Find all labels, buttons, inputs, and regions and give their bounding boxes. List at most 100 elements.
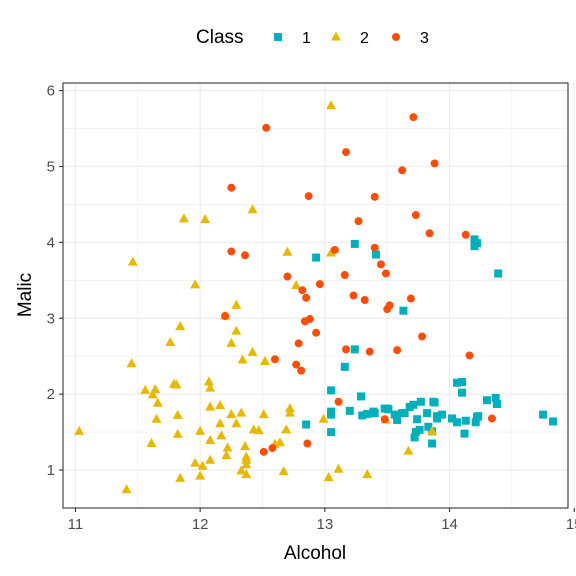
data-point-class-3	[315, 280, 324, 289]
data-point-class-3	[393, 346, 402, 355]
legend-key-class-1	[274, 33, 282, 41]
data-point-class-2	[175, 472, 186, 482]
data-point-class-2	[231, 299, 242, 309]
data-point-class-2	[403, 445, 414, 455]
data-point-class-2	[178, 213, 189, 223]
data-point-class-3	[305, 315, 314, 324]
data-point-class-1	[371, 250, 380, 259]
data-point-class-1	[458, 388, 467, 397]
y-tick-label: 3	[47, 310, 55, 327]
data-point-class-1	[327, 428, 336, 437]
data-point-class-1	[409, 400, 418, 409]
data-point-class-3	[340, 271, 349, 280]
legend-items: 1 2 3	[274, 30, 429, 47]
data-point-class-1	[390, 410, 399, 419]
data-point-class-2	[205, 454, 216, 464]
data-point-class-1	[491, 393, 500, 402]
data-point-class-3	[303, 439, 312, 448]
data-point-class-2	[172, 428, 183, 438]
data-point-class-1	[350, 239, 359, 248]
data-point-class-2	[121, 484, 132, 494]
legend-key-class-2	[331, 31, 341, 41]
data-point-class-1	[433, 412, 442, 421]
data-point-class-3	[381, 269, 390, 278]
data-point-class-1	[416, 397, 425, 406]
data-point-class-2	[215, 418, 226, 428]
data-point-class-1	[398, 409, 407, 418]
data-point-class-3	[294, 339, 303, 348]
data-point-class-2	[171, 379, 182, 389]
x-axis-title: Alcohol	[284, 543, 346, 564]
data-point-class-3	[365, 347, 374, 356]
data-point-class-1	[340, 362, 349, 371]
data-point-class-2	[241, 469, 252, 479]
data-point-class-3	[297, 366, 306, 375]
data-point-class-2	[291, 280, 302, 290]
data-point-class-2	[318, 413, 329, 423]
data-point-class-2	[247, 346, 258, 356]
data-point-class-3	[221, 311, 230, 320]
x-tick-label: 12	[192, 516, 209, 533]
data-point-class-3	[376, 260, 385, 269]
data-point-class-3	[298, 286, 307, 295]
y-axis-title: Malic	[15, 273, 36, 317]
data-point-class-2	[236, 465, 247, 475]
data-point-class-1	[549, 417, 558, 426]
data-points	[74, 100, 558, 494]
x-tick-label: 11	[68, 516, 84, 533]
data-point-class-2	[126, 358, 137, 368]
data-point-class-1	[393, 415, 402, 424]
data-point-class-2	[197, 460, 208, 470]
data-point-class-3	[342, 148, 351, 157]
plot-border	[62, 82, 569, 509]
data-point-class-1	[482, 396, 491, 405]
data-point-class-2	[74, 425, 85, 435]
data-point-class-2	[203, 376, 214, 386]
data-point-class-3	[262, 123, 271, 132]
data-point-class-1	[350, 345, 359, 354]
data-point-class-3	[487, 414, 496, 423]
data-point-class-1	[461, 416, 470, 425]
data-point-class-1	[384, 405, 393, 414]
data-point-class-3	[304, 192, 313, 201]
data-point-class-1	[410, 433, 419, 442]
data-point-class-3	[334, 397, 343, 406]
y-tick-label: 6	[47, 83, 55, 100]
grid-lines	[63, 83, 575, 508]
data-point-class-1	[312, 253, 321, 262]
data-point-class-2	[240, 441, 251, 451]
data-point-class-1	[327, 410, 336, 419]
data-point-class-2	[226, 409, 237, 419]
data-point-class-3	[349, 291, 358, 300]
data-point-class-2	[241, 451, 252, 461]
data-point-class-1	[358, 411, 367, 420]
data-point-class-2	[427, 425, 438, 435]
data-point-class-3	[370, 243, 379, 252]
data-point-class-2	[127, 256, 138, 266]
data-point-class-1	[474, 412, 483, 421]
data-point-class-2	[215, 400, 226, 410]
data-point-class-2	[282, 246, 293, 256]
data-point-class-2	[247, 204, 258, 214]
y-tick-label: 4	[47, 234, 55, 251]
data-point-class-1	[363, 409, 372, 418]
data-point-class-1	[424, 422, 433, 431]
data-point-class-2	[165, 337, 176, 347]
data-point-class-3	[227, 183, 236, 192]
data-point-class-2	[172, 409, 183, 419]
data-point-class-2	[151, 413, 162, 423]
data-point-class-2	[222, 442, 233, 452]
data-point-class-3	[270, 355, 279, 364]
data-point-class-2	[146, 437, 157, 447]
data-point-class-1	[453, 378, 462, 387]
data-point-class-1	[423, 409, 432, 418]
data-point-class-2	[205, 401, 216, 411]
data-point-class-3	[268, 444, 277, 453]
data-point-class-2	[241, 459, 252, 469]
data-point-class-2	[150, 384, 161, 394]
data-point-class-1	[345, 406, 354, 415]
data-point-class-1	[448, 414, 457, 423]
data-point-class-3	[259, 447, 268, 456]
data-point-class-3	[292, 360, 301, 369]
